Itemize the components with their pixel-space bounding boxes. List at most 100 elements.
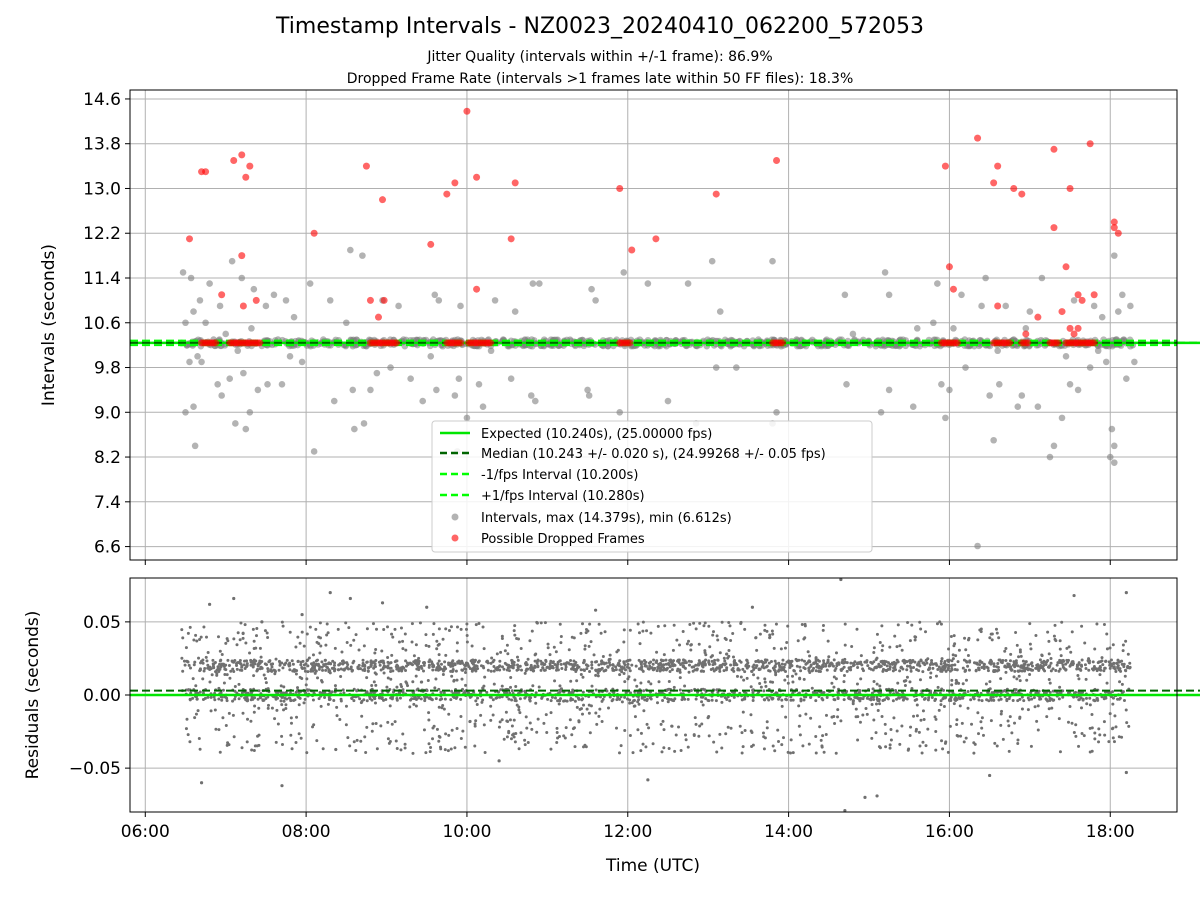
residual-point xyxy=(404,669,408,673)
residual-point xyxy=(891,669,895,673)
residual-point xyxy=(886,661,890,665)
time-x-tick-label: 12:00 xyxy=(603,822,652,842)
residual-point xyxy=(893,662,897,666)
residual-point xyxy=(968,659,972,663)
residual-point xyxy=(1099,660,1103,664)
residual-point xyxy=(999,712,1003,716)
residual-point xyxy=(582,668,586,672)
residual-point xyxy=(880,624,884,628)
residual-point xyxy=(266,706,270,710)
residual-point xyxy=(995,665,999,669)
residual-point xyxy=(1072,730,1076,734)
residual-point xyxy=(1093,647,1097,651)
residual-point xyxy=(895,729,899,733)
residual-point xyxy=(842,680,846,684)
residual-point xyxy=(594,673,598,677)
residual-point xyxy=(972,661,976,665)
residual-point xyxy=(628,734,632,738)
residual-point xyxy=(667,697,671,701)
dropped-frame-point xyxy=(1050,224,1058,232)
residual-point xyxy=(724,668,728,672)
residual-point xyxy=(647,680,651,684)
residual-point xyxy=(961,696,965,700)
residual-point xyxy=(966,664,970,668)
residual-point xyxy=(641,620,645,624)
residual-point xyxy=(249,698,253,702)
residual-point xyxy=(363,667,367,671)
residual-point xyxy=(327,670,331,674)
residual-point xyxy=(831,664,835,668)
residual-point xyxy=(511,666,515,670)
residual-point xyxy=(718,664,722,668)
residual-point xyxy=(492,682,496,686)
residual-point xyxy=(934,717,938,721)
residual-point xyxy=(424,633,428,637)
residual-point xyxy=(952,634,956,638)
interval-point xyxy=(1127,302,1134,310)
residual-point xyxy=(588,622,592,626)
residual-point xyxy=(841,658,845,662)
residual-point xyxy=(266,703,270,707)
residual-point xyxy=(678,670,682,674)
residual-point xyxy=(1097,667,1101,671)
residual-point xyxy=(1084,666,1088,670)
residual-point xyxy=(832,658,836,662)
residual-point xyxy=(684,738,688,742)
residual-point xyxy=(344,723,348,727)
residual-point xyxy=(600,720,604,724)
residual-point xyxy=(510,658,514,662)
residual-point xyxy=(780,743,784,747)
residual-point xyxy=(694,722,698,726)
residual-point xyxy=(224,668,228,672)
residual-point xyxy=(1046,659,1050,663)
residual-point xyxy=(513,697,517,701)
residual-point xyxy=(825,668,829,672)
residual-point xyxy=(398,667,402,671)
residual-point xyxy=(1066,720,1070,724)
residual-point xyxy=(187,663,191,667)
residual-point xyxy=(1103,666,1107,670)
residual-point xyxy=(622,628,626,632)
residual-point xyxy=(941,747,945,751)
residual-point xyxy=(1124,669,1128,673)
residual-point xyxy=(460,677,464,681)
residual-point xyxy=(930,695,934,699)
residual-point xyxy=(195,697,199,701)
residual-point xyxy=(811,690,815,694)
intervals-y-tick-label: 9.0 xyxy=(94,403,121,423)
residual-point xyxy=(203,666,207,670)
residual-point xyxy=(1028,622,1032,626)
residual-point xyxy=(235,667,239,671)
residual-point xyxy=(359,739,363,743)
residual-point xyxy=(320,679,324,683)
residual-point xyxy=(344,621,348,625)
residual-point xyxy=(1067,645,1071,649)
residual-point xyxy=(256,664,260,668)
residual-point xyxy=(909,725,913,729)
residual-point xyxy=(865,660,869,664)
intervals-y-tick-label: 9.8 xyxy=(94,359,121,379)
residual-point xyxy=(783,678,787,682)
residual-point xyxy=(259,665,263,669)
dropped-frame-point xyxy=(186,235,194,243)
interval-point xyxy=(841,291,849,299)
residual-point xyxy=(298,675,302,679)
interval-point xyxy=(930,319,937,327)
residual-point xyxy=(500,634,504,638)
residual-point xyxy=(1058,685,1062,689)
residual-point xyxy=(763,658,767,662)
residual-point xyxy=(245,697,249,701)
residual-point xyxy=(397,640,401,644)
residual-point xyxy=(809,716,813,720)
dropped-frame-point xyxy=(202,168,210,176)
residual-point xyxy=(940,739,944,743)
residual-point xyxy=(600,666,604,670)
interval-point xyxy=(1098,313,1106,321)
residual-point xyxy=(828,664,832,668)
residual-point xyxy=(251,665,255,669)
residual-point xyxy=(394,739,398,743)
residual-point xyxy=(337,668,341,672)
residual-point xyxy=(811,669,815,673)
residual-point xyxy=(270,706,274,710)
